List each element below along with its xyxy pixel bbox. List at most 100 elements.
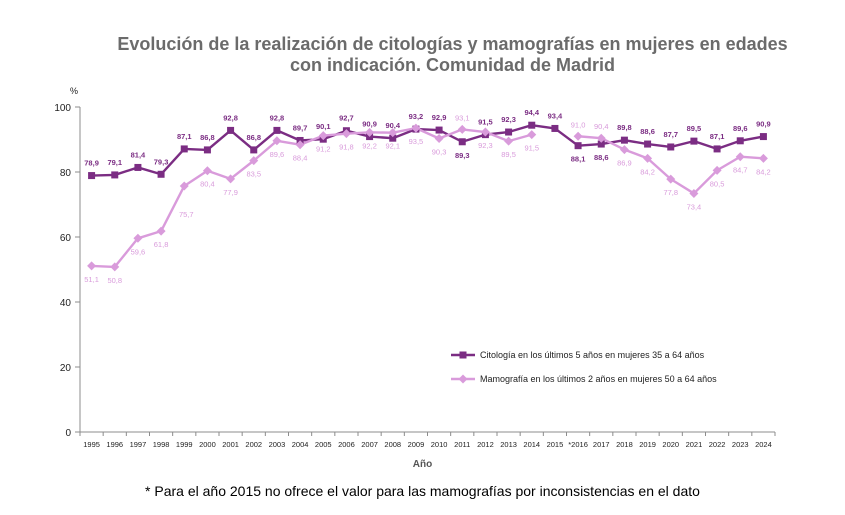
x-tick-label: 2009	[408, 440, 425, 449]
mamografia-point	[365, 127, 375, 137]
citologia-data-label: 81,4	[131, 150, 146, 159]
x-tick-label: *2016	[568, 440, 588, 449]
mamografia-data-label: 51,1	[84, 275, 99, 284]
mamografia-data-label: 93,1	[455, 113, 470, 122]
citologia-data-label: 79,3	[154, 157, 169, 166]
x-tick-label: 2001	[222, 440, 239, 449]
x-tick-label: 2004	[292, 440, 309, 449]
mamografia-data-label: 77,8	[663, 188, 678, 197]
citologia-data-label: 88,6	[594, 153, 609, 162]
x-tick-label: 1996	[106, 440, 123, 449]
citologia-data-label: 89,6	[733, 124, 748, 133]
mamografia-data-label: 91,2	[316, 145, 331, 154]
mamografia-data-label: 92,2	[362, 141, 377, 150]
citologia-point	[180, 145, 188, 153]
citologia-point	[690, 137, 698, 145]
citologia-point	[273, 126, 281, 134]
mamografia-point	[712, 165, 722, 175]
x-tick-label: 2013	[500, 440, 517, 449]
x-tick-label: 2000	[199, 440, 216, 449]
mamografia-data-label: 91,5	[524, 144, 539, 153]
citologia-point	[458, 138, 466, 146]
citologia-data-label: 92,7	[339, 114, 354, 123]
x-tick-label: 1999	[176, 440, 193, 449]
citologia-point	[250, 146, 258, 154]
mamografia-data-label: 73,4	[687, 202, 702, 211]
mamografia-data-label: 84,7	[733, 166, 748, 175]
mamografia-point	[226, 174, 236, 184]
x-tick-label: 1998	[153, 440, 170, 449]
mamografia-point	[619, 145, 629, 155]
legend-label: Mamografía en los últimos 2 años en muje…	[480, 374, 717, 384]
citologia-data-label: 89,3	[455, 151, 470, 160]
x-tick-label: 2022	[709, 440, 726, 449]
mamografia-data-label: 90,4	[594, 122, 609, 131]
y-tick-label: 0	[65, 428, 71, 439]
mamografia-point	[596, 133, 606, 143]
citologia-data-label: 88,6	[640, 127, 655, 136]
citologia-data-label: 86,8	[246, 133, 261, 142]
mamografia-point	[156, 226, 166, 236]
series-markers	[87, 121, 768, 272]
x-tick-label: 2010	[431, 440, 448, 449]
x-tick-label: 2015	[547, 440, 564, 449]
mamografia-data-label: 75,7	[179, 210, 194, 219]
chart-title-line-2: con indicación. Comunidad de Madrid	[289, 55, 616, 75]
mamografia-point	[457, 124, 467, 134]
citologia-data-label: 90,9	[362, 120, 377, 129]
mamografia-data-label: 61,8	[154, 240, 169, 249]
mamografia-data-label: 80,4	[200, 180, 215, 189]
mamografia-point	[527, 130, 537, 140]
mamografia-point	[249, 156, 259, 166]
citologia-data-label: 94,4	[524, 108, 539, 117]
x-tick-label: 2007	[361, 440, 378, 449]
citologia-point	[551, 124, 559, 132]
mamografia-data-label: 93,5	[409, 137, 424, 146]
mamografia-point	[758, 153, 768, 163]
x-tick-label: 2006	[338, 440, 355, 449]
x-tick-label: 2002	[245, 440, 262, 449]
chart-title-line-1: Evolución de la realización de citología…	[117, 34, 788, 54]
citologia-data-label: 91,5	[478, 118, 493, 127]
citologia-series-line	[91, 123, 764, 177]
mamografia-point	[434, 134, 444, 144]
mamografia-data-label: 59,6	[131, 247, 146, 256]
x-tick-label: 2023	[732, 440, 749, 449]
x-tick-label: 2017	[593, 440, 610, 449]
mamografia-data-label: 50,8	[107, 276, 122, 285]
citologia-data-label: 92,8	[270, 113, 285, 122]
citologia-point	[667, 143, 675, 151]
x-tick-label: 2021	[686, 440, 703, 449]
legend-marker-square	[459, 351, 467, 359]
mamografia-data-label: 80,5	[710, 179, 725, 188]
citologia-data-label: 86,8	[200, 133, 215, 142]
y-tick-label: 60	[60, 233, 72, 244]
mamografia-point	[272, 136, 282, 146]
y-tick-label: 40	[60, 298, 72, 309]
y-tick-label: 100	[54, 103, 71, 114]
citologia-data-label: 90,1	[316, 122, 331, 131]
x-tick-label: 2018	[616, 440, 633, 449]
citologia-data-label: 90,9	[756, 120, 771, 129]
citologia-data-label: 87,1	[177, 132, 192, 141]
citologia-point	[389, 134, 397, 142]
x-tick-label: 2024	[755, 440, 772, 449]
citologia-point	[759, 133, 767, 141]
y-tick-label: 80	[60, 168, 72, 179]
x-tick-label: 1997	[130, 440, 147, 449]
mamografia-data-label: 90,3	[432, 148, 447, 157]
mamografia-point	[341, 129, 351, 139]
citologia-data-label: 89,5	[687, 124, 702, 133]
citologia-data-label: 78,9	[84, 159, 99, 168]
x-tick-label: 2014	[523, 440, 540, 449]
x-tick-label: 2008	[384, 440, 401, 449]
mamografia-point	[87, 261, 97, 271]
chart-footnote: * Para el año 2015 no ofrece el valor pa…	[145, 483, 700, 499]
mamografia-data-label: 83,5	[246, 170, 261, 179]
x-axis-label: Año	[413, 459, 432, 470]
mamografia-point	[110, 262, 120, 272]
y-axis-label: %	[70, 86, 78, 96]
mamografia-data-label: 92,3	[478, 141, 493, 150]
mamografia-data-label: 84,2	[640, 167, 655, 176]
